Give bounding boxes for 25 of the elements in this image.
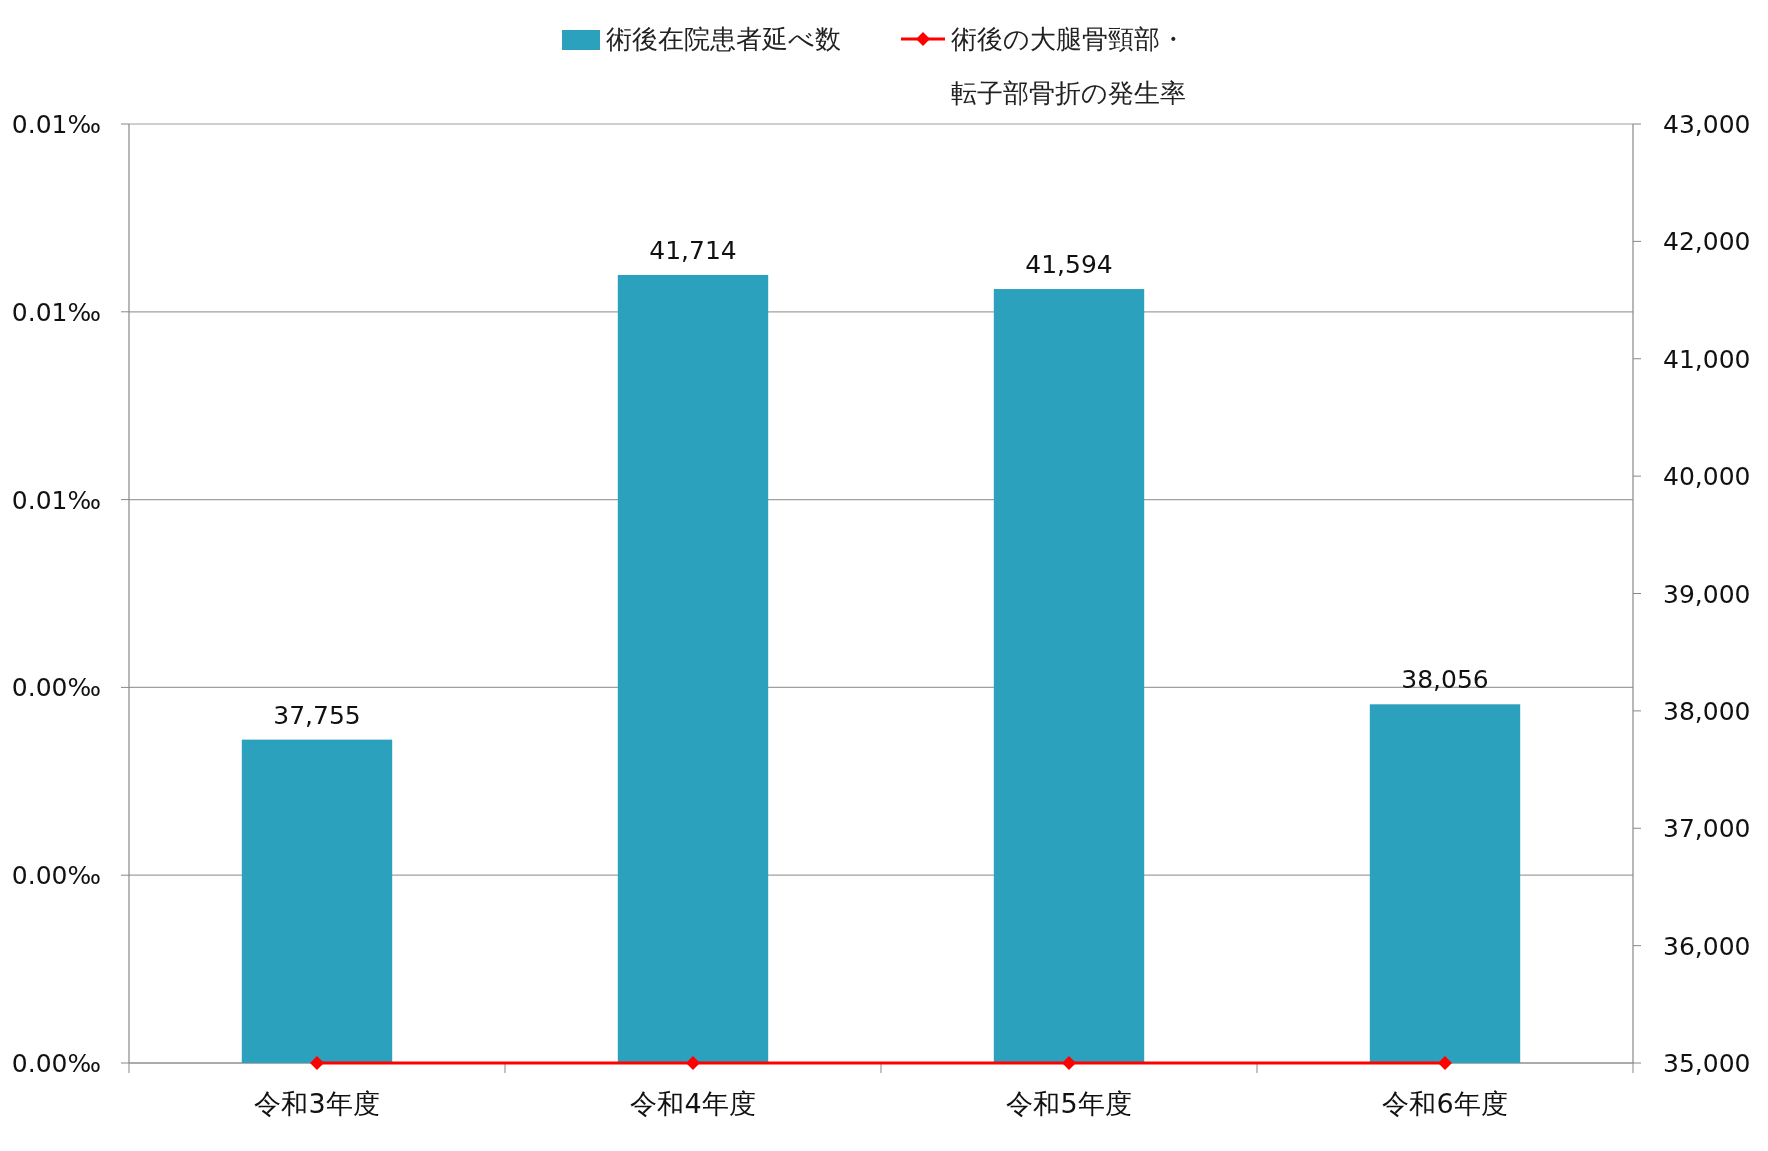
y-tick-label: 0.00‰ [11,1049,101,1078]
x-tick-label: 令和4年度 [630,1088,756,1119]
x-tick-label: 令和3年度 [254,1088,380,1119]
y2-tick-label: 35,000 [1663,1049,1751,1078]
y-tick-label: 0.00‰ [11,673,101,703]
y2-tick-label: 40,000 [1663,462,1751,492]
y-tick-label: 0.01‰ [11,110,101,139]
data-label: 37,755 [273,700,361,730]
y2-tick-label: 36,000 [1663,931,1751,961]
y2-tick-label: 43,000 [1663,110,1751,139]
y-tick-label: 0.00‰ [11,861,101,891]
y2-tick-label: 42,000 [1663,227,1751,257]
legend-label: 術後在院患者延べ数 [606,23,841,56]
x-tick-label: 令和6年度 [1382,1088,1508,1119]
y2-tick-label: 39,000 [1663,579,1751,609]
legend-label: 術後の大腿骨頸部・転子部骨折の発生率 [951,23,1187,110]
y2-tick-label: 38,000 [1663,696,1751,726]
y2-tick-label: 37,000 [1663,814,1751,844]
data-label: 41,594 [1025,250,1113,280]
y2-tick-label: 41,000 [1663,344,1751,374]
x-tick-label: 令和5年度 [1006,1088,1132,1119]
data-label: 41,714 [649,235,737,265]
y-tick-label: 0.01‰ [11,297,101,327]
data-label: 38,056 [1401,665,1489,695]
y-tick-label: 0.01‰ [11,485,101,515]
